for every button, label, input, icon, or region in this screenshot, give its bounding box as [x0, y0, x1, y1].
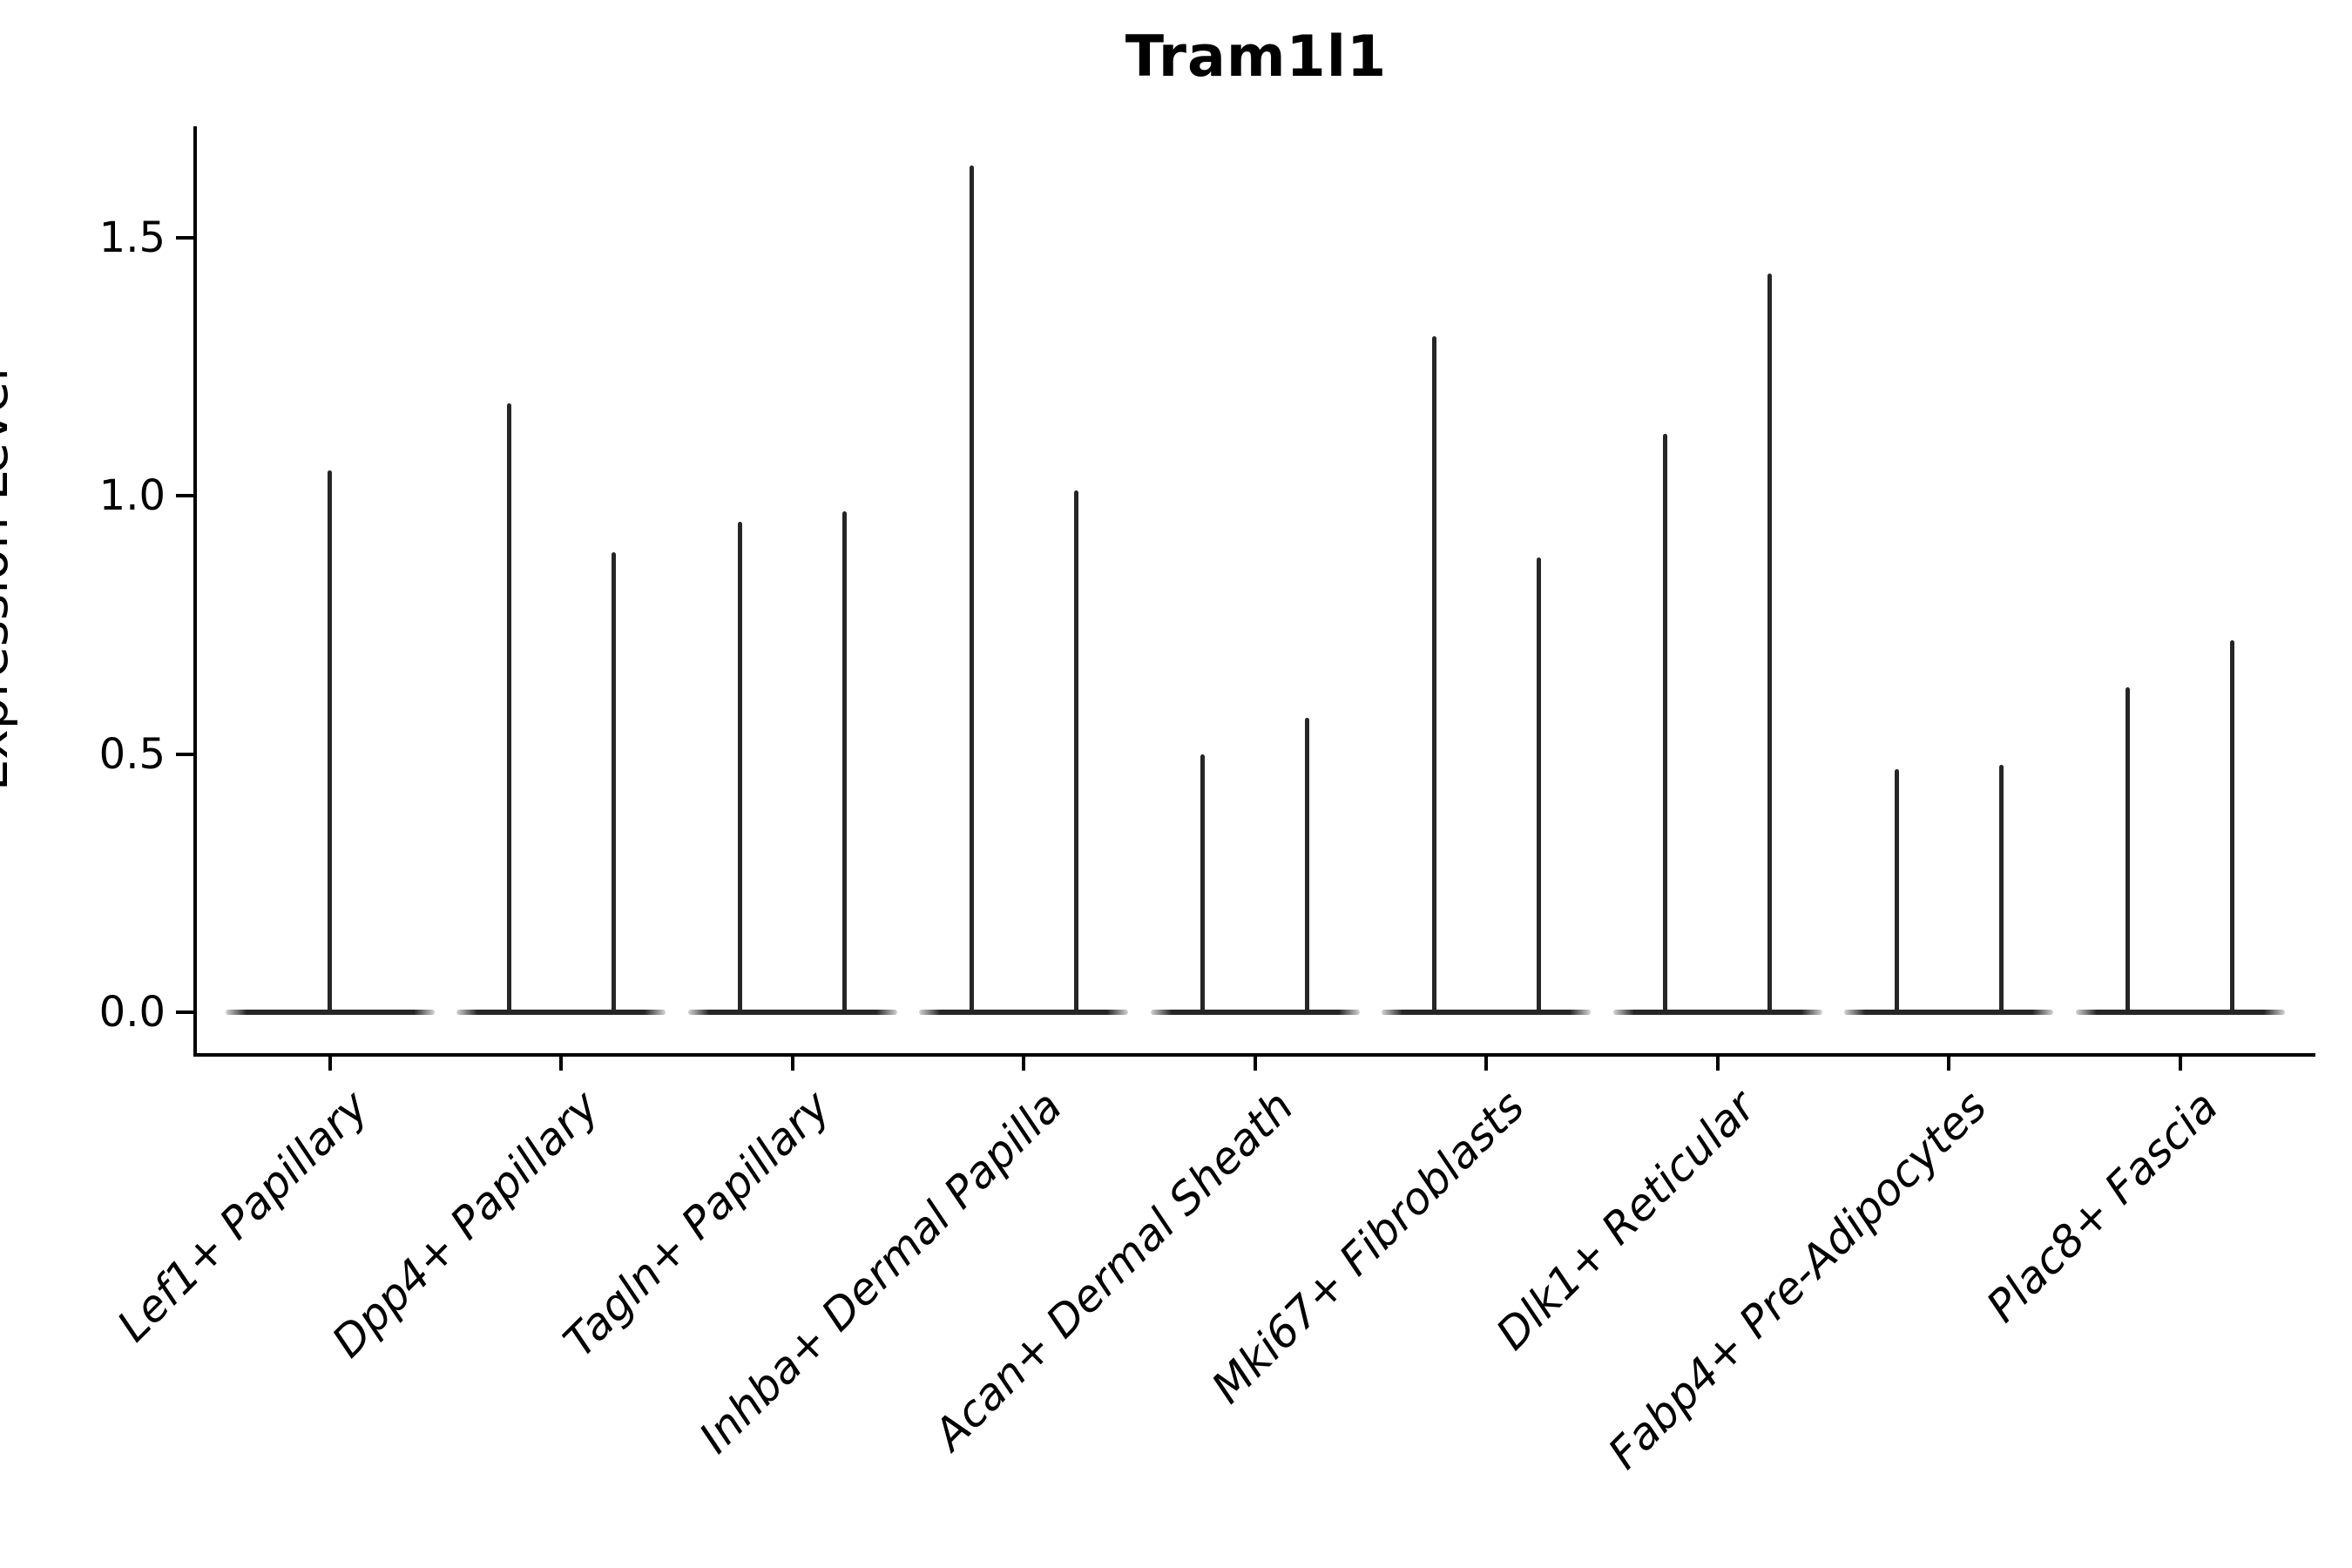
- violin-spike: [1431, 335, 1436, 1012]
- violin-spike: [1536, 558, 1541, 1012]
- y-tick-label: 0.5: [98, 729, 166, 779]
- violin-spike: [1894, 769, 1899, 1012]
- x-tick-mark: [1484, 1057, 1488, 1071]
- violin-spike: [1073, 490, 1078, 1012]
- violin-baseline: [1844, 1010, 2053, 1015]
- x-axis-spine: [193, 1053, 2315, 1057]
- x-tick-label: Fabp4+ Pre-Adipocytes: [1598, 1081, 1997, 1479]
- violin-spike: [506, 402, 511, 1012]
- violin-baseline: [1150, 1010, 1360, 1015]
- violin-spike: [2230, 640, 2234, 1012]
- x-tick-mark: [1715, 1057, 1720, 1071]
- y-tick-label: 1.0: [98, 471, 166, 521]
- violin-spike: [328, 470, 332, 1012]
- y-tick-mark: [176, 1010, 193, 1014]
- x-tick-label: Plac8+ Fascia: [1977, 1081, 2228, 1332]
- x-tick-mark: [1947, 1057, 1950, 1071]
- x-tick-mark: [559, 1057, 563, 1071]
- x-tick-mark: [328, 1057, 332, 1071]
- violin-baseline: [225, 1010, 435, 1015]
- x-tick-mark: [2178, 1057, 2182, 1071]
- violin-baseline: [2075, 1010, 2285, 1015]
- y-tick-label: 1.5: [98, 213, 166, 262]
- violin-spike: [611, 552, 616, 1012]
- violin-spike: [969, 165, 974, 1012]
- x-tick-mark: [1022, 1057, 1025, 1071]
- x-tick-mark: [1253, 1057, 1257, 1071]
- violin-baseline: [456, 1010, 666, 1015]
- x-tick-mark: [790, 1057, 794, 1071]
- violin-spike: [1200, 754, 1205, 1012]
- violin-baseline: [1612, 1010, 1822, 1015]
- violin-spike: [738, 521, 742, 1012]
- x-tick-label: Lef1+ Papillary: [107, 1081, 378, 1352]
- violin-spike: [1663, 434, 1667, 1012]
- violin-spike: [1767, 274, 1772, 1012]
- y-tick-mark: [176, 752, 193, 756]
- y-tick-mark: [176, 235, 193, 240]
- y-tick-mark: [176, 494, 193, 498]
- violin-spike: [1998, 764, 2004, 1012]
- y-axis-spine: [193, 126, 197, 1057]
- y-axis-label: Expression Level: [0, 367, 19, 792]
- violin-baseline: [919, 1010, 1128, 1015]
- violin-spike: [1305, 718, 1309, 1012]
- chart-title: Tram1l1: [1125, 24, 1388, 90]
- y-tick-label: 0.0: [98, 988, 166, 1037]
- violin-spike: [2126, 686, 2130, 1012]
- violin-baseline: [687, 1010, 897, 1015]
- violin-spike: [842, 511, 847, 1012]
- violin-baseline: [1382, 1010, 1591, 1015]
